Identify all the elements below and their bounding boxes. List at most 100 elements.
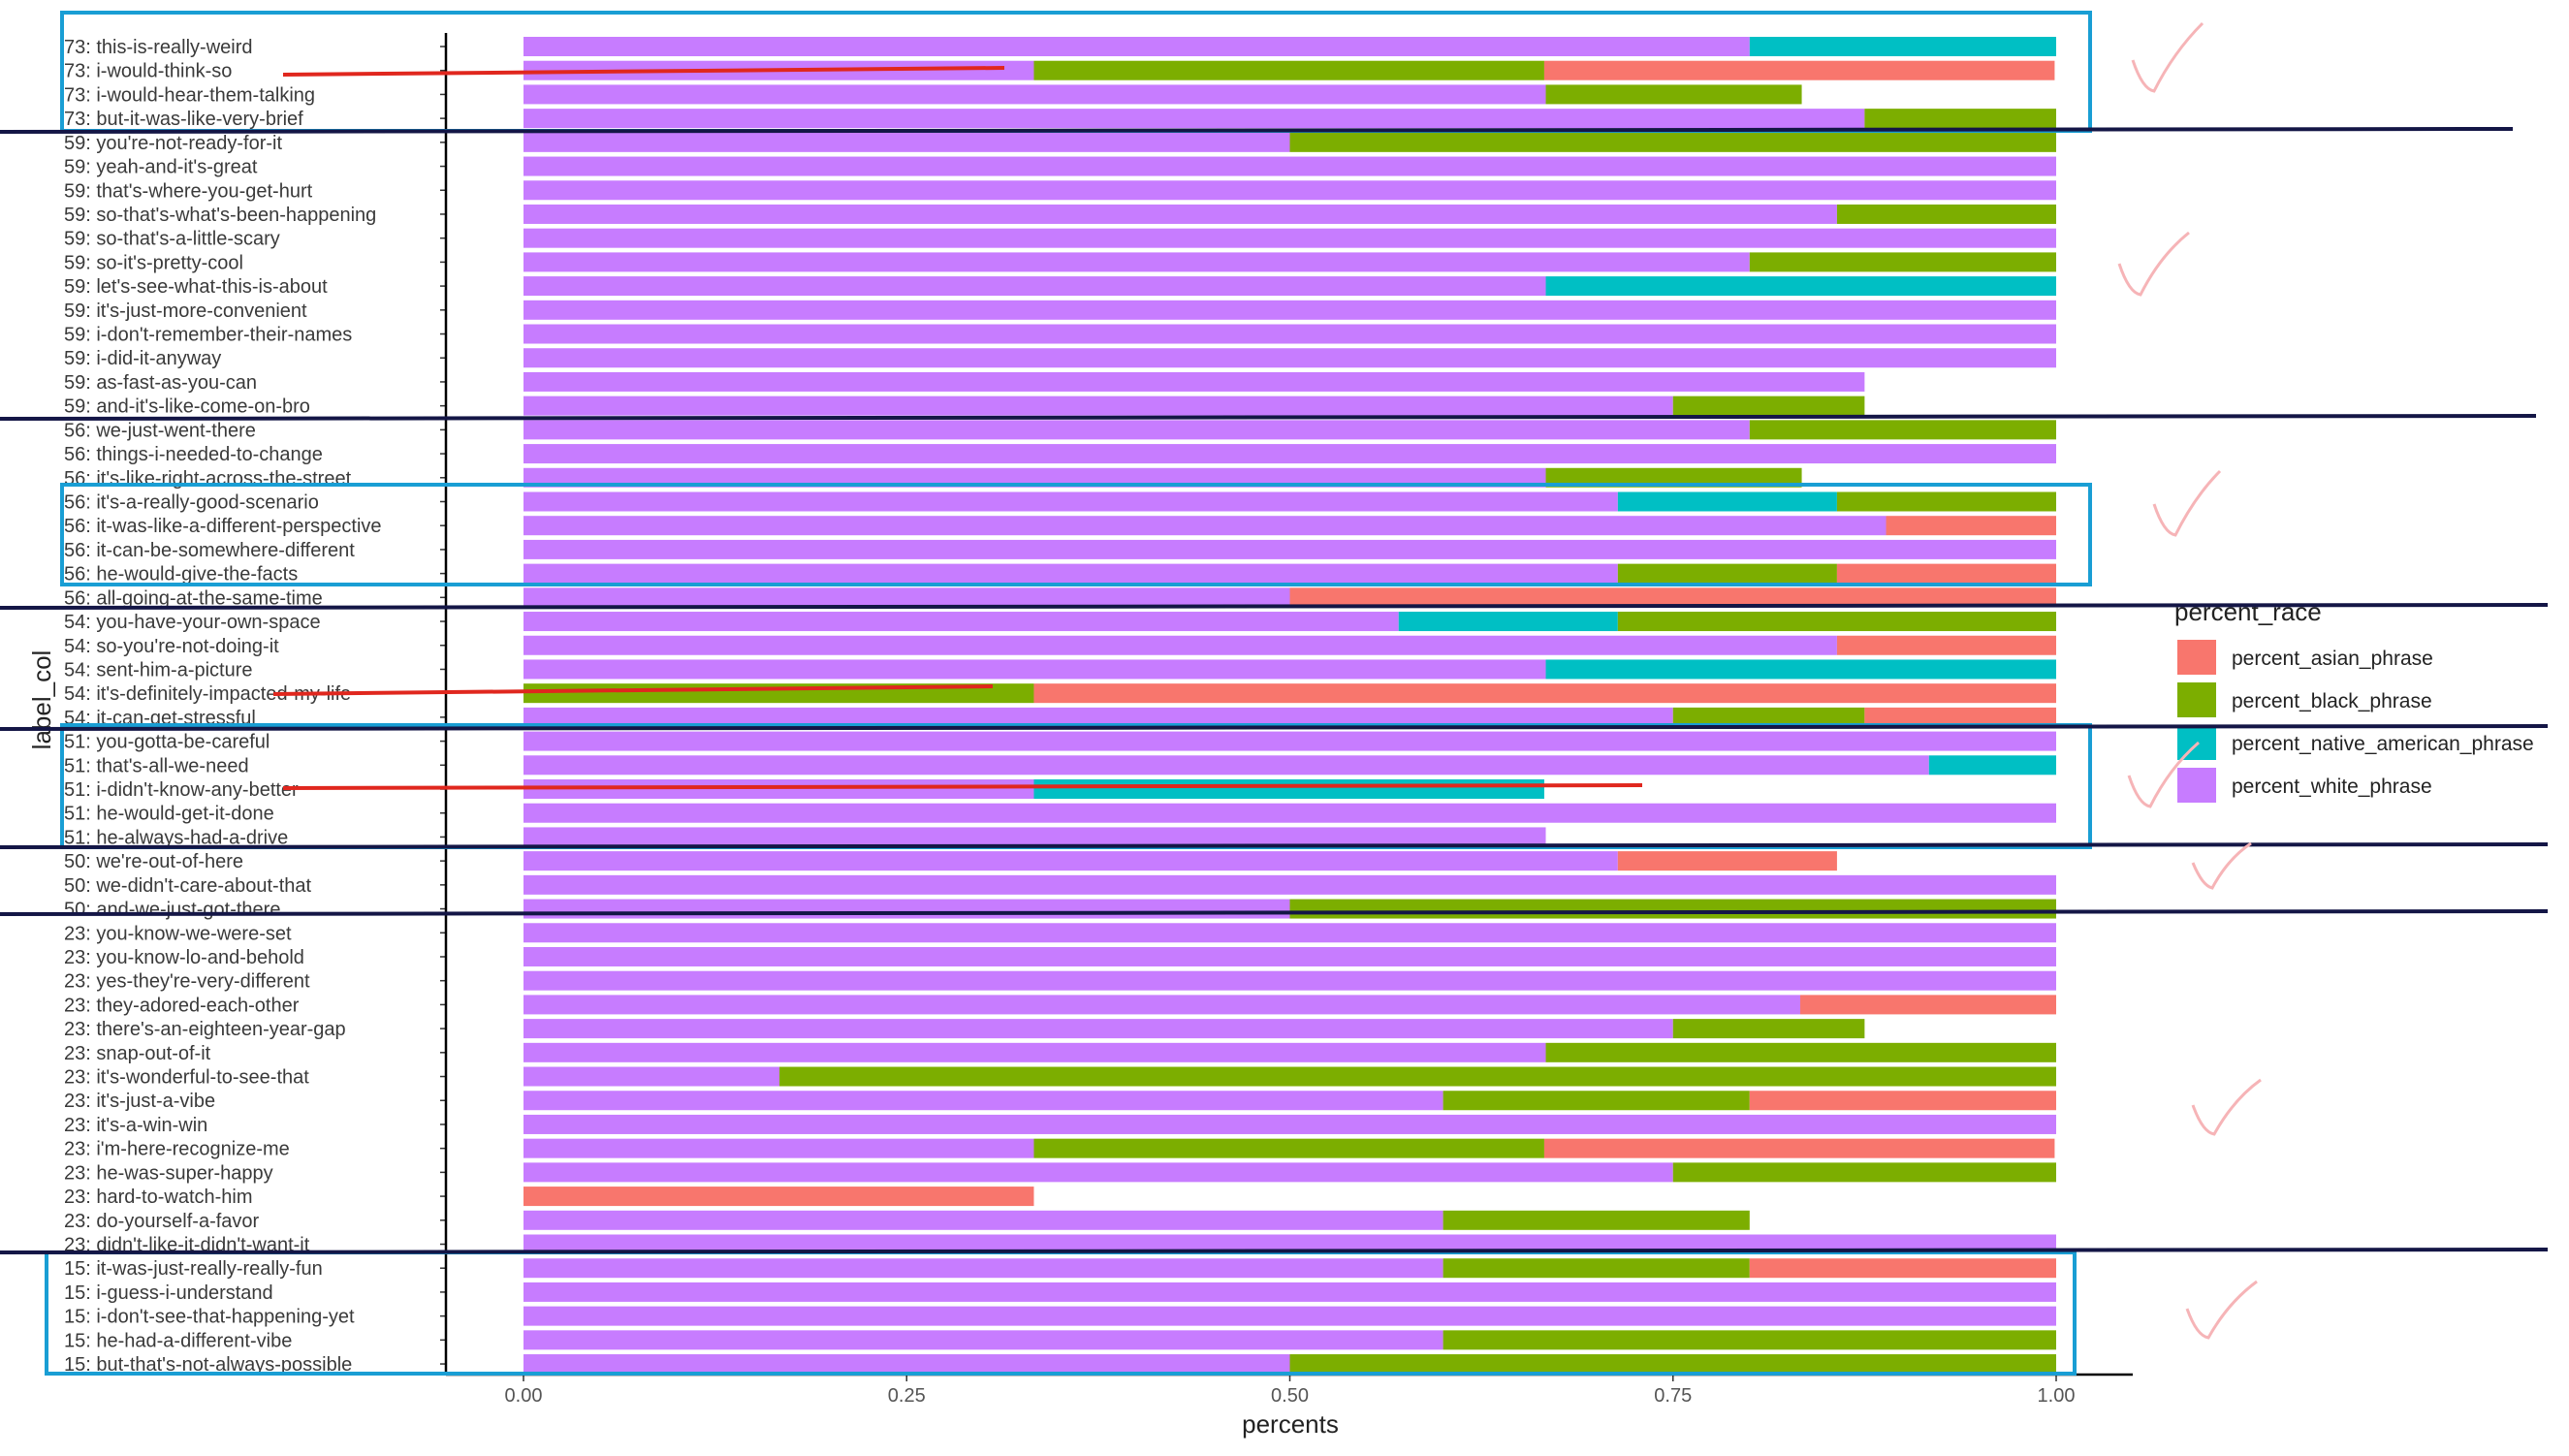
- bar-segment-percent-native-american-phrase: [1033, 779, 1544, 800]
- y-tick-label: 59: so-that's-a-little-scary: [64, 229, 280, 250]
- bar-segment-percent-black-phrase: [1443, 1330, 2056, 1350]
- y-tick-label: 56: it's-a-really-good-scenario: [64, 491, 319, 513]
- annotation-overlay: [0, 11, 2549, 1376]
- y-tick-label: 15: it-was-just-really-really-fun: [64, 1258, 323, 1280]
- y-tick-label: 56: things-i-needed-to-change: [64, 444, 323, 465]
- bar-segment-percent-asian-phrase: [523, 1187, 1034, 1207]
- y-tick-label: 51: you-gotta-be-careful: [64, 732, 270, 753]
- bar-segment-percent-white-phrase: [523, 659, 1546, 680]
- y-axis-title: label_col: [27, 650, 56, 750]
- bar-segment-percent-asian-phrase: [1289, 587, 2056, 608]
- bar-segment-percent-black-phrase: [1545, 84, 1802, 105]
- bar-segment-percent-asian-phrase: [1033, 683, 2056, 704]
- check-mark: [2117, 231, 2190, 297]
- y-tick-label: 23: hard-to-watch-him: [64, 1187, 253, 1208]
- bar-segment-percent-white-phrase: [523, 156, 2056, 176]
- y-tick-label: 56: all-going-at-the-same-time: [64, 587, 323, 609]
- bar-segment-percent-white-phrase: [523, 563, 1618, 584]
- bar-segment-percent-black-phrase: [1289, 132, 2056, 152]
- y-tick-label: 73: this-is-really-weird: [64, 37, 253, 58]
- y-tick-label: 23: snap-out-of-it: [64, 1043, 211, 1064]
- x-axis: 0.00 0.25 0.50 0.75 1.00: [505, 1375, 2076, 1407]
- y-tick-label: 59: yeah-and-it's-great: [64, 157, 258, 178]
- y-tick-label: 59: as-fast-as-you-can: [64, 372, 257, 394]
- bar-segment-percent-black-phrase: [1672, 707, 1865, 727]
- x-tick-label: 0.75: [1654, 1385, 1692, 1407]
- y-tick-labels: 73: this-is-really-weird 73: i-would-thin…: [64, 37, 446, 1376]
- strike-line: [282, 783, 1643, 790]
- bar-segment-percent-asian-phrase: [1749, 1091, 2056, 1111]
- y-tick-label: 23: i'm-here-recognize-me: [64, 1139, 290, 1160]
- bar-segment-percent-black-phrase: [1545, 1042, 2056, 1062]
- bar-segment-percent-white-phrase: [523, 491, 1618, 512]
- y-tick-label: 59: and-it's-like-come-on-bro: [64, 396, 310, 418]
- y-tick-label: 56: he-would-give-the-facts: [64, 564, 298, 586]
- bar-segment-percent-asian-phrase: [1617, 851, 1837, 871]
- bar-segment-percent-native-american-phrase: [1545, 276, 2056, 297]
- bar-segment-percent-native-american-phrase: [1617, 491, 1837, 512]
- highlight-box: [60, 483, 2092, 586]
- legend-label: percent_native_american_phrase: [2232, 733, 2534, 755]
- bar-segment-percent-white-phrase: [523, 635, 1837, 655]
- bar-segment-percent-white-phrase: [523, 1210, 1443, 1230]
- y-tick-label: 15: i-don't-see-that-happening-yet: [64, 1307, 355, 1328]
- bar-segment-percent-native-american-phrase: [1749, 37, 2056, 56]
- bar-segment-percent-asian-phrase: [1749, 1258, 2056, 1279]
- bar-segment-percent-white-phrase: [523, 1091, 1443, 1111]
- divider-line: [0, 127, 2514, 134]
- y-tick-label: 23: it's-wonderful-to-see-that: [64, 1067, 309, 1089]
- x-tick-label: 0.00: [505, 1385, 543, 1407]
- bar-segment-percent-black-phrase: [1545, 467, 1802, 488]
- bar-segment-percent-white-phrase: [523, 371, 1865, 392]
- bar-segment-percent-black-phrase: [1749, 252, 2056, 272]
- bar-segment-percent-white-phrase: [523, 1138, 1034, 1158]
- y-tick-label: 23: it's-just-a-vibe: [64, 1091, 215, 1112]
- bar-segment-percent-white-phrase: [523, 1042, 1546, 1062]
- bar-segment-percent-white-phrase: [523, 300, 2056, 320]
- bar-segment-percent-white-phrase: [523, 1354, 1290, 1375]
- y-tick-label: 56: it-was-like-a-different-perspective: [64, 516, 382, 537]
- bar-segment-percent-white-phrase: [523, 1019, 1673, 1039]
- x-tick-label: 1.00: [2038, 1385, 2076, 1407]
- bar-segment-percent-black-phrase: [1617, 563, 1837, 584]
- bar-segment-percent-white-phrase: [523, 707, 1673, 727]
- bar-segment-percent-black-phrase: [1672, 1162, 2056, 1183]
- bar-segment-percent-asian-phrase: [1864, 707, 2056, 727]
- bar-segment-percent-white-phrase: [523, 444, 2056, 464]
- bar-segment-percent-native-american-phrase: [1928, 755, 2056, 775]
- bar-segment-percent-white-phrase: [523, 204, 1837, 224]
- divider-line: [0, 724, 2549, 731]
- y-tick-label: 54: you-have-your-own-space: [64, 612, 321, 633]
- bar-segment-percent-asian-phrase: [1543, 60, 2055, 80]
- y-tick-label: 23: do-yourself-a-favor: [64, 1211, 260, 1232]
- bar-segment-percent-black-phrase: [1864, 109, 2056, 129]
- y-tick-label: 73: i-would-hear-them-talking: [64, 84, 315, 106]
- bar-segment-percent-black-phrase: [1672, 1019, 1865, 1039]
- bar-segment-percent-white-phrase: [523, 1114, 2056, 1134]
- y-tick-label: 23: it's-a-win-win: [64, 1115, 207, 1136]
- x-tick-label: 0.50: [1271, 1385, 1309, 1407]
- y-tick-label: 50: we-didn't-care-about-that: [64, 875, 312, 897]
- bar-segment-percent-black-phrase: [1443, 1091, 1750, 1111]
- y-tick-label: 23: they-adored-each-other: [64, 995, 300, 1016]
- check-mark: [2191, 1078, 2262, 1136]
- bar-segment-percent-asian-phrase: [1836, 563, 2056, 584]
- legend: percent_race percent_asian_phrasepercent…: [2174, 597, 2534, 803]
- divider-line: [0, 909, 2549, 916]
- bar-segment-percent-white-phrase: [523, 612, 1399, 632]
- legend-label: percent_asian_phrase: [2232, 648, 2433, 670]
- bar-segment-percent-asian-phrase: [1886, 516, 2056, 536]
- bar-segment-percent-white-phrase: [523, 228, 2056, 248]
- legend-title: percent_race: [2174, 597, 2322, 626]
- bar-segment-percent-white-phrase: [523, 132, 1290, 152]
- bar-segment-percent-black-phrase: [1289, 1354, 2056, 1375]
- bar-segment-percent-black-phrase: [1443, 1210, 1750, 1230]
- bar-segment-percent-white-phrase: [523, 923, 2056, 943]
- bar-segment-percent-white-phrase: [523, 180, 2056, 201]
- bar-segment-percent-white-phrase: [523, 995, 1800, 1015]
- bar-segment-percent-black-phrase: [1836, 491, 2056, 512]
- bar-segment-percent-white-phrase: [523, 827, 1546, 847]
- bar-segment-percent-white-phrase: [523, 252, 1750, 272]
- bar-segment-percent-black-phrase: [1033, 1138, 1544, 1158]
- y-tick-label: 54: sent-him-a-picture: [64, 659, 253, 681]
